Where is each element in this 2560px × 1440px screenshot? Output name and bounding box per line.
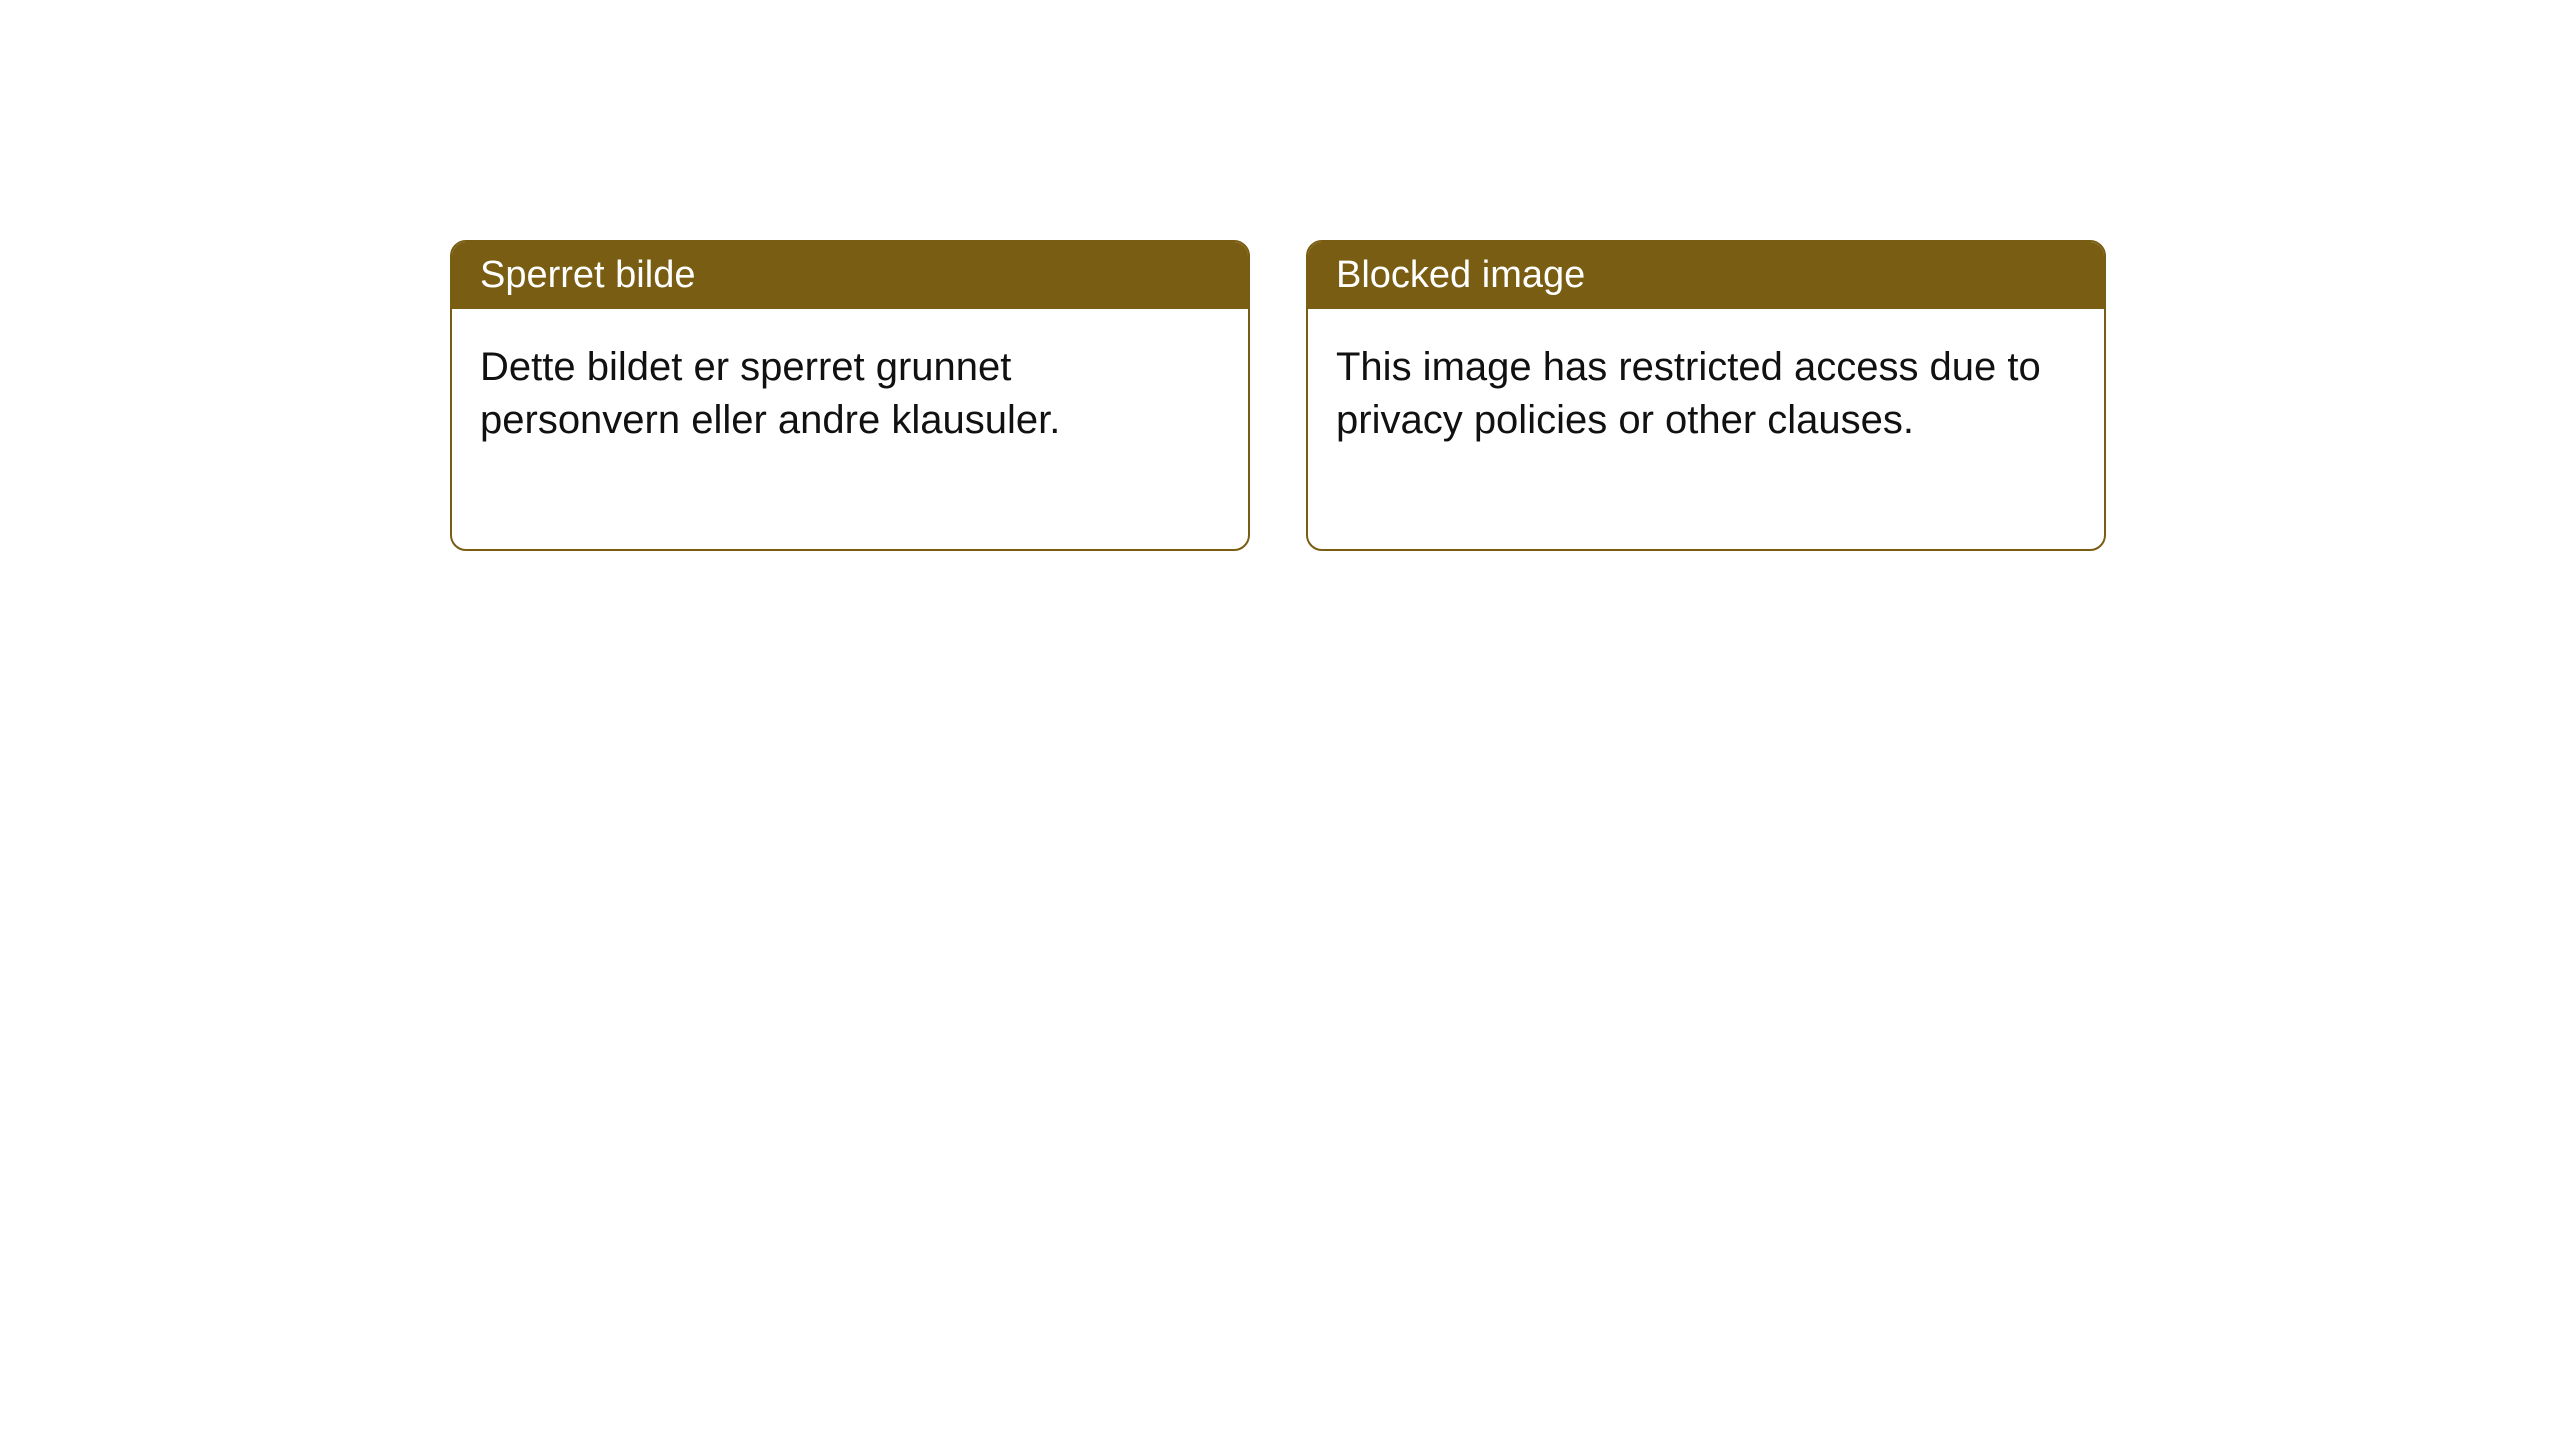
notice-body-norwegian: Dette bildet er sperret grunnet personve… <box>452 309 1248 549</box>
notice-body-english: This image has restricted access due to … <box>1308 309 2104 549</box>
notice-title-norwegian: Sperret bilde <box>452 242 1248 309</box>
notice-card-english: Blocked image This image has restricted … <box>1306 240 2106 551</box>
notice-card-norwegian: Sperret bilde Dette bildet er sperret gr… <box>450 240 1250 551</box>
notice-container: Sperret bilde Dette bildet er sperret gr… <box>0 0 2560 551</box>
notice-title-english: Blocked image <box>1308 242 2104 309</box>
